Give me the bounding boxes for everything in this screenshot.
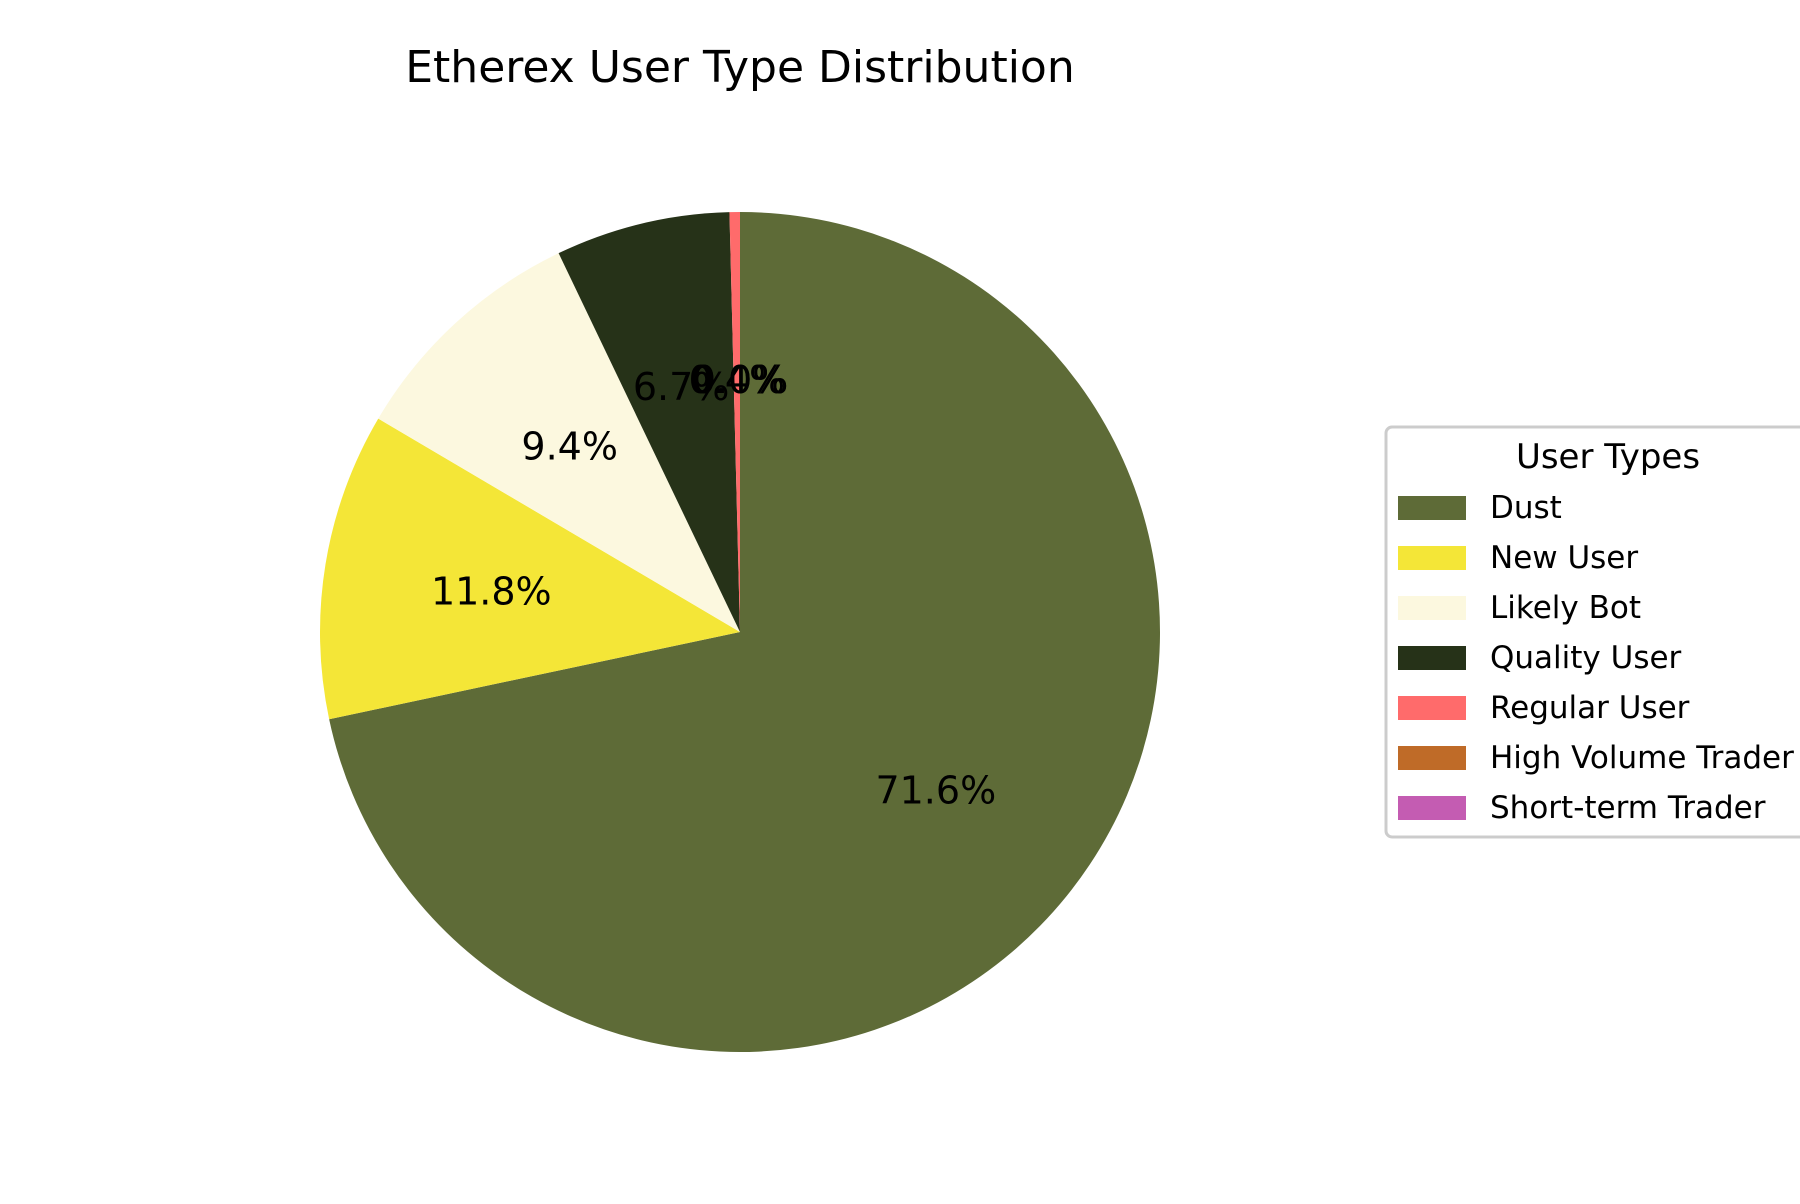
legend-label-likely-bot: Likely Bot <box>1490 590 1641 626</box>
legend-frame <box>1384 425 1800 839</box>
legend-swatch-high-volume-trader <box>1398 746 1466 770</box>
pie-slice-likely-bot <box>378 253 740 632</box>
pie-slice-dust <box>329 212 1160 1052</box>
legend-swatch-new-user <box>1398 546 1466 570</box>
pie-slice-regular-user <box>729 212 740 632</box>
slice-label-dust: 71.6% <box>875 769 996 813</box>
slice-label-regular-user: 0.4% <box>689 358 786 402</box>
pie-slice-labels: 71.6%11.8%9.4%6.7%0.4%0.0%0.0% <box>431 358 996 813</box>
pie-slice-new-user <box>320 418 740 720</box>
legend-label-short-term-trader: Short-term Trader <box>1490 790 1766 826</box>
legend-label-dust: Dust <box>1490 490 1562 526</box>
legend-swatch-short-term-trader <box>1398 796 1466 820</box>
legend-swatch-quality-user <box>1398 646 1466 670</box>
legend-label-regular-user: Regular User <box>1490 690 1690 726</box>
legend-items: Dust New User Likely Bot Quality User Regula… <box>1398 490 1794 826</box>
legend-label-high-volume-trader: High Volume Trader <box>1490 740 1794 776</box>
slice-label-likely-bot: 9.4% <box>521 424 618 468</box>
legend: User Types Dust New User Likely Bot Quality… <box>1384 425 1800 839</box>
pie-slices <box>320 212 1160 1052</box>
slice-label-high-volume-trader: 0.0% <box>692 358 789 402</box>
slice-label-quality-user: 6.7% <box>633 365 730 409</box>
legend-label-quality-user: Quality User <box>1490 640 1682 676</box>
slice-label-new-user: 11.8% <box>431 569 552 613</box>
legend-swatch-regular-user <box>1398 696 1466 720</box>
chart-title: Etherex User Type Distribution <box>405 42 1074 93</box>
pie-slice-quality-user <box>558 212 740 632</box>
legend-swatch-dust <box>1398 496 1466 520</box>
slice-label-short-term-trader: 0.0% <box>692 358 789 402</box>
legend-swatch-likely-bot <box>1398 596 1466 620</box>
legend-title: User Types <box>1516 437 1700 477</box>
legend-label-new-user: New User <box>1490 540 1638 576</box>
